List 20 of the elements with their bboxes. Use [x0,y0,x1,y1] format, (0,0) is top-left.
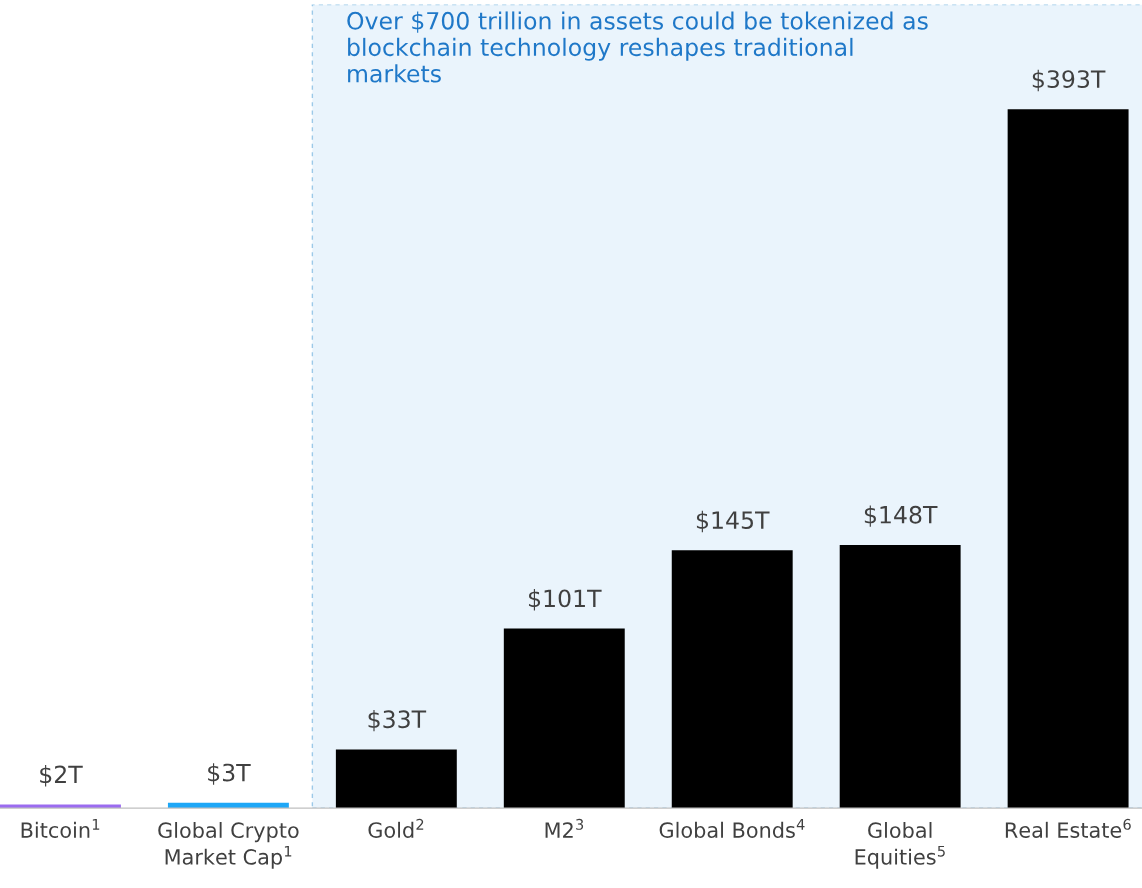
x-tick-label: Real Estate$^{6}$ [1005,818,1131,838]
bar [671,550,793,809]
data-label: $2T [40,765,83,787]
data-label: $101T [528,588,602,611]
bar [503,628,625,809]
band-label: Over $700 trillion in assets could be tokenized as blockchain technology reshapes traditional markets [347,11,928,83]
data-label: $3T [208,763,251,785]
x-tick-label: Global Equities$^{5}$ [855,821,945,869]
x-tick-label: Bitcoin$^{1}$ [21,819,100,838]
data-label: $148T [864,505,938,527]
x-tick-label: M2$^{3}$ [545,818,584,838]
bar [335,749,457,809]
data-label: $33T [368,709,427,732]
x-tick-label: Gold$^{2}$ [368,818,424,838]
data-label: $145T [696,510,770,533]
x-tick-label: Global Crypto Market Cap$^{1}$ [158,821,299,869]
x-tick-label: Global Bonds$^{4}$ [659,819,805,838]
bar [1007,109,1129,809]
data-label: $393T [1032,69,1106,92]
bar [839,544,961,809]
